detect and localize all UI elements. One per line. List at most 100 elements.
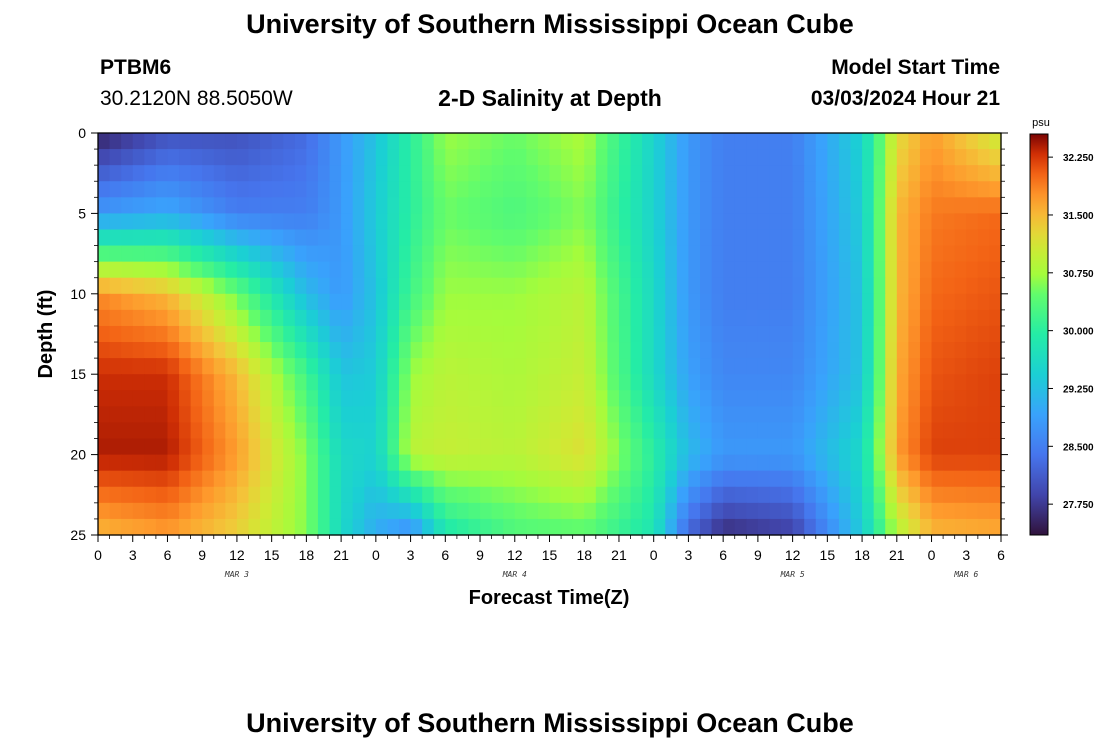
heatmap-cell bbox=[260, 486, 273, 504]
heatmap-cell bbox=[109, 406, 122, 424]
heatmap-cell bbox=[607, 358, 620, 375]
heatmap-cell bbox=[561, 470, 574, 488]
heatmap-cell bbox=[642, 165, 655, 182]
heatmap-cell bbox=[225, 197, 238, 214]
heatmap-cell bbox=[352, 309, 365, 327]
heatmap-cell bbox=[804, 486, 817, 504]
heatmap-cell bbox=[387, 309, 400, 327]
heatmap-cell bbox=[676, 133, 690, 150]
heatmap-cell bbox=[838, 390, 852, 407]
heatmap-cell bbox=[341, 197, 354, 214]
heatmap-cell bbox=[121, 261, 134, 279]
heatmap-cell bbox=[584, 358, 597, 375]
heatmap-cell bbox=[132, 197, 145, 214]
heatmap-cell bbox=[850, 502, 863, 520]
heatmap-cell bbox=[491, 293, 504, 311]
heatmap-cell bbox=[989, 181, 1002, 198]
heatmap-cell bbox=[746, 470, 759, 488]
heatmap-cell bbox=[757, 390, 771, 407]
heatmap-cell bbox=[121, 165, 134, 182]
heatmap-cell bbox=[827, 438, 840, 456]
heatmap-cell bbox=[792, 502, 805, 520]
heatmap-cell bbox=[283, 422, 296, 440]
heatmap-cell bbox=[781, 181, 794, 198]
heatmap-cell bbox=[526, 358, 539, 375]
heatmap-cell bbox=[155, 358, 169, 375]
heatmap-cell bbox=[503, 342, 516, 359]
heatmap-cell bbox=[283, 309, 296, 327]
heatmap-cell bbox=[700, 197, 713, 214]
heatmap-cell bbox=[700, 165, 713, 182]
heatmap-cell bbox=[873, 486, 886, 504]
heatmap-cell bbox=[109, 325, 122, 343]
heatmap-cell bbox=[329, 454, 342, 472]
heatmap-cell bbox=[711, 486, 724, 504]
heatmap-cell bbox=[862, 454, 875, 472]
heatmap-cell bbox=[931, 374, 944, 391]
heatmap-cell bbox=[873, 293, 886, 311]
heatmap-cell bbox=[399, 213, 412, 231]
heatmap-cell bbox=[885, 149, 898, 166]
heatmap-cell bbox=[306, 309, 319, 327]
heatmap-cell bbox=[271, 165, 284, 182]
heatmap-cell bbox=[514, 213, 527, 231]
heatmap-cell bbox=[595, 149, 608, 166]
heatmap-cell bbox=[862, 213, 875, 231]
heatmap-cell bbox=[341, 229, 354, 247]
heatmap-cell bbox=[769, 165, 782, 182]
heatmap-cell bbox=[155, 165, 169, 182]
heatmap-cell bbox=[688, 293, 701, 311]
heatmap-cell bbox=[503, 133, 516, 150]
heatmap-cell bbox=[260, 390, 273, 407]
heatmap-cell bbox=[399, 518, 412, 536]
heatmap-cell bbox=[260, 309, 273, 327]
heatmap-cell bbox=[491, 309, 504, 327]
heatmap-cell bbox=[734, 470, 747, 488]
heatmap-cell bbox=[317, 165, 331, 182]
heatmap-cell bbox=[607, 470, 620, 488]
heatmap-cell bbox=[294, 245, 307, 263]
heatmap-cell bbox=[827, 454, 840, 472]
heatmap-cell bbox=[757, 261, 771, 279]
heatmap-cell bbox=[236, 277, 250, 295]
heatmap-cell bbox=[908, 133, 921, 150]
heatmap-cell bbox=[618, 454, 632, 472]
heatmap-cell bbox=[271, 149, 284, 166]
model-start-value: 03/03/2024 Hour 21 bbox=[810, 87, 1000, 110]
heatmap-cell bbox=[213, 358, 226, 375]
heatmap-cell bbox=[167, 229, 180, 247]
heatmap-cell bbox=[757, 406, 771, 424]
heatmap-cell bbox=[607, 518, 620, 536]
heatmap-cell bbox=[98, 245, 111, 263]
heatmap-cell bbox=[167, 406, 180, 424]
x-tick-label: 12 bbox=[229, 547, 245, 563]
heatmap-cell bbox=[769, 149, 782, 166]
heatmap-cell bbox=[213, 486, 226, 504]
heatmap-cell bbox=[225, 390, 238, 407]
heatmap-cell bbox=[827, 261, 840, 279]
heatmap-cell bbox=[179, 277, 192, 295]
heatmap-cell bbox=[132, 149, 145, 166]
heatmap-cell bbox=[630, 325, 643, 343]
heatmap-cell bbox=[781, 133, 794, 150]
heatmap-cell bbox=[317, 229, 331, 247]
heatmap-cell bbox=[873, 213, 886, 231]
heatmap-cell bbox=[144, 261, 157, 279]
heatmap-cell bbox=[213, 293, 226, 311]
x-tick-label: 9 bbox=[476, 547, 484, 563]
heatmap-cell bbox=[155, 293, 169, 311]
heatmap-cell bbox=[977, 502, 991, 520]
heatmap-cell bbox=[919, 390, 933, 407]
heatmap-cell bbox=[618, 181, 632, 198]
heatmap-cell bbox=[225, 502, 238, 520]
heatmap-cell bbox=[815, 277, 828, 295]
heatmap-cell bbox=[456, 229, 470, 247]
heatmap-cell bbox=[943, 470, 956, 488]
heatmap-cell bbox=[977, 149, 991, 166]
heatmap-cell bbox=[132, 165, 145, 182]
heatmap-cell bbox=[98, 518, 111, 536]
heatmap-cell bbox=[514, 470, 527, 488]
heatmap-cell bbox=[433, 325, 446, 343]
heatmap-cell bbox=[167, 149, 180, 166]
heatmap-cell bbox=[306, 261, 319, 279]
